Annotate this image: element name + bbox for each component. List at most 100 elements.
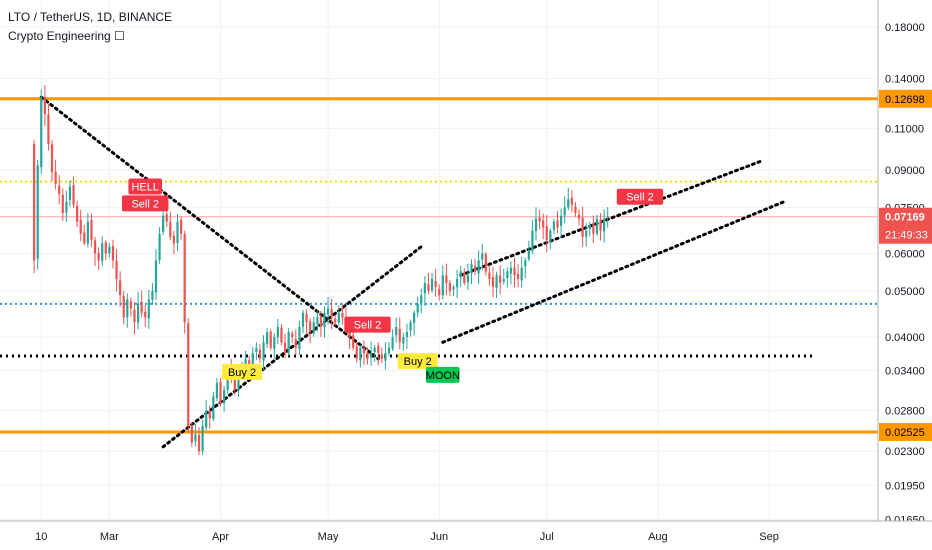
candle-body — [54, 171, 57, 185]
candle-body — [373, 347, 376, 353]
candle-body — [36, 165, 39, 259]
price-tick-label: 0.01950 — [885, 480, 925, 492]
candle-body — [567, 199, 570, 208]
trendline[interactable] — [39, 95, 380, 361]
candle-body — [244, 358, 247, 366]
candle-body — [301, 312, 305, 327]
price-tick-label: 0.18000 — [885, 22, 925, 34]
candle-body — [61, 194, 64, 213]
candle-body — [194, 434, 197, 442]
candle-body — [76, 206, 79, 222]
candle-body — [226, 370, 229, 391]
candle-body — [466, 275, 469, 282]
trendline[interactable] — [441, 200, 785, 344]
candle-body — [552, 221, 556, 230]
trendline[interactable] — [459, 159, 764, 277]
candle-body — [158, 233, 161, 261]
last-price-value: 0.07169 — [885, 212, 925, 224]
candle-body — [430, 279, 434, 291]
candle-body — [291, 333, 294, 338]
price-tick-label: 0.09000 — [885, 165, 925, 177]
candle-body — [269, 331, 272, 348]
candle-body — [577, 214, 581, 219]
candle-body — [366, 352, 369, 359]
candle-body — [187, 323, 190, 426]
candle-body — [377, 345, 380, 354]
candle-body — [201, 425, 204, 452]
countdown-timer: 21:49:33 — [885, 230, 928, 242]
candle-body — [574, 206, 577, 213]
signal-label-bg — [616, 188, 664, 205]
candle-body — [355, 346, 358, 359]
candle-body — [405, 331, 409, 338]
level-flag-label: 0.02525 — [885, 427, 925, 439]
candle-body — [133, 309, 136, 323]
candle-body — [208, 412, 211, 419]
signal-label-text: HELL — [131, 182, 159, 194]
candle-body — [398, 328, 401, 343]
signal-label-bg — [122, 195, 169, 212]
candle-body — [337, 312, 340, 323]
symbol-title[interactable]: LTO / TetherUS, 1D, BINANCE — [8, 10, 173, 24]
candle-body — [72, 185, 75, 205]
candle-body — [154, 260, 158, 293]
candle-body — [151, 291, 154, 300]
candle-body — [298, 327, 301, 349]
candle-body — [190, 425, 193, 443]
candle-body — [391, 337, 394, 349]
candle-body — [592, 222, 595, 234]
candle-body — [402, 337, 405, 344]
price-tick-label: 0.02300 — [885, 446, 925, 458]
candle-body — [416, 303, 419, 313]
candle-body — [477, 260, 480, 274]
candle-body — [104, 242, 107, 254]
candle-body — [495, 275, 498, 288]
candle-body — [183, 233, 186, 323]
candle-body — [140, 301, 143, 313]
candle-body — [237, 370, 240, 391]
time-tick-label: May — [318, 531, 339, 543]
candle-body — [534, 218, 538, 231]
indicator-title[interactable]: Crypto Engineering ☐ — [8, 29, 125, 43]
time-tick-label: Jul — [540, 531, 554, 543]
candle-body — [179, 219, 183, 234]
candle-body — [473, 265, 477, 272]
price-axis-flags: 0.12698 0.02525 0.07169 21:49:33 — [879, 89, 932, 441]
candle-body — [262, 342, 265, 361]
candle-body — [524, 260, 527, 267]
price-tick-label: 0.03400 — [885, 366, 925, 378]
candle-body — [459, 271, 462, 278]
candle-body — [294, 339, 297, 348]
signal-label-bg — [397, 353, 438, 370]
candle-body — [40, 97, 43, 168]
candle-body — [445, 275, 448, 283]
candle-body — [563, 207, 566, 216]
candle-body — [276, 327, 279, 338]
candle-body — [452, 286, 455, 290]
candle-body — [144, 311, 147, 318]
time-tick-label: Aug — [648, 531, 668, 543]
candle-body — [323, 312, 326, 328]
time-tick-label: Jun — [430, 531, 448, 543]
candle-body — [369, 353, 373, 358]
candle-body — [581, 217, 584, 237]
price-tick-label: 0.14000 — [885, 74, 925, 86]
candle-body — [395, 327, 398, 336]
candle-body — [212, 396, 215, 419]
candle-body — [32, 143, 36, 261]
time-tick-label: Mar — [100, 531, 119, 543]
candle-body — [588, 224, 591, 230]
signal-label-bg — [222, 363, 263, 380]
signal-label-text: Sell 2 — [354, 320, 382, 332]
signal-label-text: Buy 2 — [404, 356, 432, 368]
time-axis-background[interactable] — [0, 521, 932, 550]
candle-body — [219, 381, 222, 404]
candle-body — [162, 215, 165, 232]
candle-body — [488, 272, 491, 280]
time-axis[interactable]: 10 Mar Apr May Jun Jul Aug Sep — [35, 531, 779, 543]
candle-body — [506, 271, 509, 278]
candle-body — [309, 321, 312, 332]
candle-body — [122, 295, 125, 318]
signal-label-text: Buy 2 — [228, 367, 256, 379]
